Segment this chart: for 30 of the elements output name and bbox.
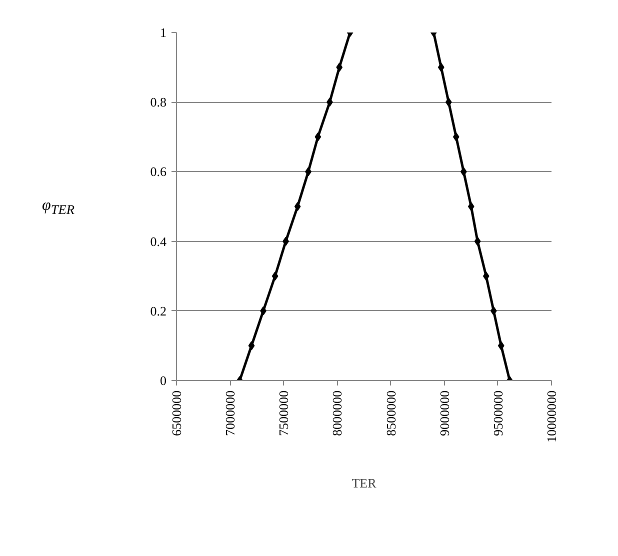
x-tick-label: 7000000 bbox=[222, 390, 238, 436]
point bbox=[438, 62, 444, 72]
x-tick-label: 10000000 bbox=[544, 390, 559, 442]
y-tick-label: 0.6 bbox=[150, 164, 167, 180]
x-tick-label: 7500000 bbox=[276, 390, 292, 436]
point bbox=[336, 62, 343, 72]
point bbox=[474, 236, 481, 246]
point bbox=[482, 272, 490, 281]
point bbox=[468, 202, 474, 211]
point bbox=[248, 341, 255, 350]
x-tick-label: 8500000 bbox=[383, 390, 398, 436]
y-tick-label: 0.2 bbox=[150, 303, 166, 318]
point bbox=[294, 202, 301, 211]
y-tick-label: 0.4 bbox=[150, 234, 167, 249]
y-axis-title: φ$_{TER}$ bbox=[42, 197, 75, 218]
point bbox=[490, 306, 497, 316]
x-tick-label: 9500000 bbox=[490, 390, 506, 436]
x-tick-label: 8000000 bbox=[330, 390, 345, 436]
point bbox=[452, 132, 460, 142]
x-tick-label: 6500000 bbox=[169, 390, 184, 436]
point bbox=[460, 167, 467, 176]
y-tick-label: 0.8 bbox=[150, 94, 166, 110]
y-tick-label: 0 bbox=[160, 373, 166, 388]
x-axis-title: TER bbox=[352, 476, 377, 490]
point bbox=[445, 98, 452, 107]
point bbox=[314, 132, 322, 142]
point bbox=[272, 272, 278, 281]
point bbox=[498, 341, 504, 350]
x-tick-label: 9000000 bbox=[436, 390, 452, 436]
y-tick-label: 1 bbox=[160, 25, 166, 40]
